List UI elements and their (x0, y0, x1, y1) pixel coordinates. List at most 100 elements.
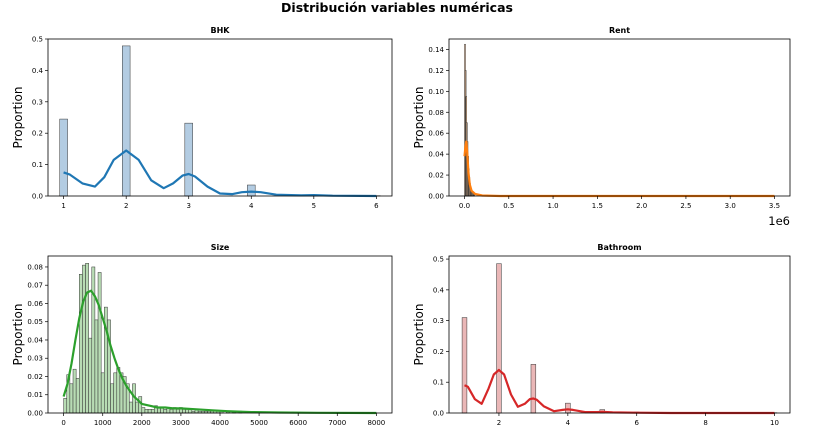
bathroom-ytick-label-0: 0.0 (433, 410, 444, 418)
size-ytick-label-6: 0.06 (27, 300, 43, 308)
rent-ytick-label-5: 0.10 (428, 88, 444, 96)
bhk-ytick-label-0: 0.0 (32, 193, 43, 201)
rent-xtick-label-6: 3.0 (725, 202, 736, 210)
bathroom-ytick-label-2: 0.2 (433, 348, 444, 356)
size-xtick-label-3: 3000 (172, 419, 190, 427)
size-bar-23 (135, 401, 139, 414)
bhk-xtick-label-4: 5 (312, 202, 316, 210)
size-ytick-label-0: 0.00 (27, 410, 43, 418)
size-bar-5 (79, 274, 83, 414)
size-bar-11 (97, 272, 102, 414)
size-bar-4 (75, 378, 80, 414)
bhk-xtick-label-3: 4 (249, 202, 254, 210)
size-bar-28 (150, 409, 155, 414)
size-bar-12 (100, 372, 105, 414)
size-xtick-label-2: 2000 (133, 419, 151, 427)
size-kde-line (62, 289, 377, 415)
rent-ytick-label-1: 0.02 (428, 172, 444, 180)
bathroom-title: Bathroom (597, 243, 641, 252)
size-bar-36 (175, 409, 180, 414)
bhk-frame (47, 38, 393, 197)
subplot-rent: Rent Proportion 0.0 0.5 1.0 1.5 2.0 2.5 3.0 3.5 0.… (412, 26, 791, 228)
size-xtick-label-1: 1000 (94, 419, 112, 427)
rent-ytick-label-3: 0.06 (428, 130, 444, 138)
size-title: Size (211, 243, 230, 252)
size-bar-3 (72, 368, 77, 414)
size-xtick-label-4: 4000 (211, 419, 229, 427)
size-bar-34 (169, 409, 174, 414)
rent-kde-line (463, 140, 775, 198)
bhk-title: BHK (211, 26, 231, 35)
size-bar-10 (94, 319, 99, 414)
size-ytick-label-8: 0.08 (27, 263, 43, 271)
bhk-xtick-label-0: 1 (61, 202, 65, 210)
rent-xtick-label-3: 1.5 (592, 202, 603, 210)
bathroom-ytick-label-4: 0.4 (433, 286, 445, 294)
bathroom-xtick-label-0: 2 (497, 419, 501, 427)
rent-ytick-label-4: 0.08 (428, 109, 444, 117)
rent-xtick-label-7: 3.5 (769, 202, 780, 210)
bhk-ytick-label-4: 0.4 (32, 67, 44, 75)
bhk-bar-0 (59, 118, 68, 197)
bathroom-bar-1 (496, 263, 502, 414)
size-ytick-label-5: 0.05 (27, 318, 43, 326)
size-xtick-label-0: 0 (61, 419, 65, 427)
bhk-bar-1 (122, 45, 131, 197)
bhk-xtick-label-5: 6 (374, 202, 379, 210)
rent-ytick-label-6: 0.12 (428, 67, 444, 75)
size-bar-25 (141, 407, 146, 414)
bathroom-bar-2 (530, 364, 537, 414)
subplot-bathroom: Bathroom Proportion 2 4 6 8 10 0.0 0.1 0.2 0.3 0.4 0… (412, 243, 791, 427)
rent-ytick-label-7: 0.14 (428, 46, 444, 54)
rent-ylabel: Proportion (412, 87, 426, 149)
rent-title: Rent (609, 26, 630, 35)
bathroom-xtick-label-2: 6 (634, 419, 639, 427)
rent-xtick-label-1: 0.5 (503, 202, 514, 210)
bathroom-xtick-label-3: 8 (703, 419, 707, 427)
size-ytick-label-2: 0.02 (27, 373, 43, 381)
bathroom-ytick-label-1: 0.1 (433, 379, 444, 387)
bathroom-bar-3 (565, 402, 571, 414)
figure-title: Distribución variables numéricas (281, 0, 513, 15)
size-bar-8 (88, 337, 93, 414)
size-bar-32 (163, 409, 168, 414)
size-bar-26 (144, 409, 149, 414)
bathroom-frame (448, 255, 791, 414)
size-xtick-label-5: 5000 (250, 419, 268, 427)
bhk-ytick-label-3: 0.3 (32, 98, 43, 106)
size-bar-0 (63, 398, 68, 414)
rent-xtick-label-2: 1.0 (548, 202, 559, 210)
rent-frame (448, 38, 791, 197)
size-bar-16 (113, 372, 118, 414)
size-bar-38 (182, 409, 186, 414)
subplot-bhk: BHK Proportion 1 2 3 4 5 6 0.0 0.1 0.2 0.3 0.4 0.5 (11, 26, 393, 210)
size-xtick-label-8: 8000 (367, 419, 385, 427)
size-ylabel: Proportion (11, 304, 25, 366)
bhk-bar-2 (184, 122, 193, 197)
rent-xtick-label-5: 2.5 (680, 202, 691, 210)
size-bar-7 (85, 263, 89, 414)
bathroom-ytick-label-3: 0.3 (433, 317, 444, 325)
bathroom-xtick-label-4: 10 (770, 419, 779, 427)
size-ytick-label-3: 0.03 (27, 355, 43, 363)
rent-x-offset-label: 1e6 (768, 214, 790, 228)
bhk-ytick-label-2: 0.2 (32, 130, 43, 138)
size-bar-21 (129, 401, 133, 414)
bathroom-bar-0 (461, 317, 468, 414)
size-bar-2 (69, 383, 74, 414)
bhk-ytick-label-5: 0.5 (32, 36, 43, 44)
size-bar-15 (110, 383, 114, 414)
rent-ytick-label-2: 0.04 (428, 151, 444, 159)
bhk-xtick-label-1: 2 (124, 202, 128, 210)
size-ytick-label-7: 0.07 (27, 282, 43, 290)
rent-xtick-label-4: 2.0 (636, 202, 647, 210)
size-xtick-label-7: 7000 (328, 419, 346, 427)
bathroom-ylabel: Proportion (412, 304, 426, 366)
rent-ytick-label-0: 0.00 (428, 193, 444, 201)
subplot-size: Size Proportion 0 1000 2000 3000 4000 5000 6000 7… (11, 243, 393, 427)
size-ytick-label-1: 0.01 (27, 391, 43, 399)
size-xtick-label-6: 6000 (289, 419, 307, 427)
bhk-ytick-label-1: 0.1 (32, 161, 43, 169)
bhk-xtick-label-2: 3 (186, 202, 190, 210)
